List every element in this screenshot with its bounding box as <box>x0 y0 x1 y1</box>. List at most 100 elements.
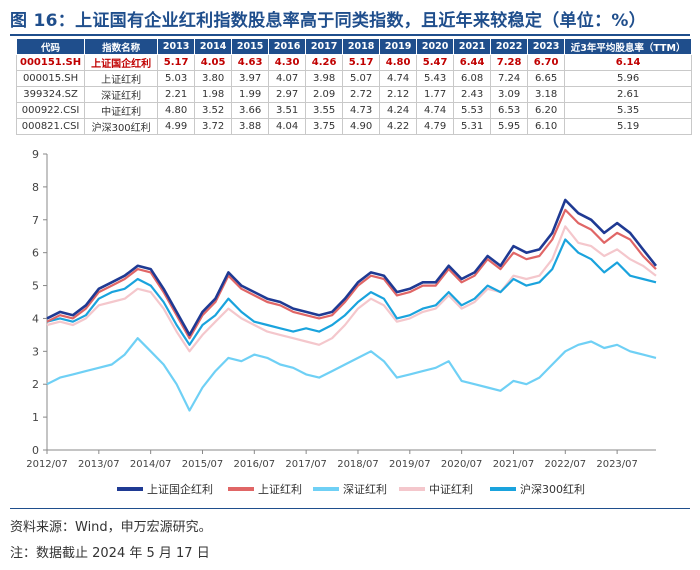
table-cell: 5.07 <box>342 70 381 87</box>
table-cell: 000015.SH <box>15 70 86 87</box>
table-cell: 3.97 <box>231 70 270 87</box>
table-cell: 5.03 <box>157 70 196 87</box>
legend-label: 上证红利 <box>258 483 302 496</box>
x-tick-label: 2017/07 <box>285 459 327 470</box>
table-header-cell: 2017 <box>305 38 344 55</box>
table-cell: 6.65 <box>527 70 566 87</box>
table-cell: 4.63 <box>231 54 270 71</box>
table-cell: 深证红利 <box>84 86 159 103</box>
legend-label: 沪深300红利 <box>520 482 585 496</box>
table-cell: 4.04 <box>268 118 307 135</box>
table-cell: 6.53 <box>490 102 529 119</box>
table-cell: 3.88 <box>231 118 270 135</box>
y-tick-label: 9 <box>32 148 39 161</box>
table-cell: 2.61 <box>564 86 693 103</box>
table-header-cell: 指数名称 <box>84 38 159 55</box>
table-cell: 4.74 <box>379 70 418 87</box>
series-line <box>46 208 657 340</box>
y-tick-label: 2 <box>32 378 39 391</box>
table-cell: 5.43 <box>416 70 455 87</box>
table-header-cell: 2014 <box>194 38 233 55</box>
y-tick-label: 5 <box>32 280 39 293</box>
table-cell: 2.12 <box>379 86 418 103</box>
table-cell: 4.90 <box>342 118 381 135</box>
table-row: 000015.SH 上证红利 5.03 3.80 3.97 4.07 3.98 5.07 4.7… <box>15 70 693 87</box>
y-tick-label: 8 <box>32 181 39 194</box>
line-chart: 0 1 2 3 4 5 6 7 8 9 2012/07 2013/07 2014/07 2015/07 20… <box>0 142 700 508</box>
table-cell: 3.51 <box>268 102 307 119</box>
table-cell: 3.80 <box>194 70 233 87</box>
table-cell: 4.05 <box>194 54 233 71</box>
x-tick-label: 2015/07 <box>182 459 224 470</box>
legend-label: 中证红利 <box>429 483 473 496</box>
table-cell: 3.75 <box>305 118 344 135</box>
x-tick-label: 2012/07 <box>26 459 68 470</box>
table-row: 399324.SZ 深证红利 2.21 1.98 1.99 2.97 2.09 2.72 2.1… <box>15 86 693 103</box>
table-header-cell: 2022 <box>490 38 529 55</box>
table-header-cell: 2018 <box>342 38 381 55</box>
x-tick-label: 2020/07 <box>441 459 483 470</box>
table-cell: 1.98 <box>194 86 233 103</box>
table-header-cell: 2020 <box>416 38 455 55</box>
table-cell: 3.98 <box>305 70 344 87</box>
table-cell: 4.24 <box>379 102 418 119</box>
table-cell: 000922.CSI <box>15 102 86 119</box>
table-cell: 5.17 <box>157 54 196 71</box>
table-cell: 4.80 <box>379 54 418 71</box>
y-tick-label: 6 <box>32 247 39 260</box>
table-header-cell: 2016 <box>268 38 307 55</box>
table-body: 000151.SH 上证国企红利 5.17 4.05 4.63 4.30 4.26 5.17 4… <box>15 54 693 135</box>
series-line <box>46 225 657 353</box>
table-cell: 6.08 <box>453 70 492 87</box>
table-cell: 7.28 <box>490 54 529 71</box>
table-cell: 5.31 <box>453 118 492 135</box>
table-cell: 4.80 <box>157 102 196 119</box>
x-tick-label: 2013/07 <box>78 459 120 470</box>
table-cell: 3.55 <box>305 102 344 119</box>
table-cell: 3.52 <box>194 102 233 119</box>
table-cell: 4.74 <box>416 102 455 119</box>
table-cell: 6.20 <box>527 102 566 119</box>
legend-label: 上证国企红利 <box>147 482 213 496</box>
table-cell: 3.09 <box>490 86 529 103</box>
table-cell: 5.96 <box>564 70 693 87</box>
table-header-cell: 2015 <box>231 38 270 55</box>
table-header-cell: 2013 <box>157 38 196 55</box>
x-tick-label: 2019/07 <box>389 459 431 470</box>
table-cell: 5.53 <box>453 102 492 119</box>
y-tick-label: 4 <box>32 312 39 325</box>
table-header-row: 代码 指数名称 2013 2014 2015 2016 2017 2018 2019 2020 20… <box>15 38 693 55</box>
table-cell: 7.24 <box>490 70 529 87</box>
x-tick-label: 2014/07 <box>130 459 172 470</box>
y-tick-label: 1 <box>32 411 39 424</box>
x-tick-label: 2021/07 <box>493 459 535 470</box>
table-cell: 5.47 <box>416 54 455 71</box>
table-cell: 3.18 <box>527 86 566 103</box>
table-cell: 2.21 <box>157 86 196 103</box>
table-cell: 2.43 <box>453 86 492 103</box>
table-cell: 000821.CSI <box>15 118 86 135</box>
title-rule <box>10 34 690 36</box>
y-tick-label: 3 <box>32 345 39 358</box>
table-row: 000821.CSI 沪深300红利 4.99 3.72 3.88 4.04 3.75 4.9… <box>15 118 693 135</box>
table-header-cell: 2021 <box>453 38 492 55</box>
table-cell: 1.77 <box>416 86 455 103</box>
table-cell: 3.66 <box>231 102 270 119</box>
series-line <box>46 198 658 337</box>
table-cell: 6.44 <box>453 54 492 71</box>
table-cell: 4.73 <box>342 102 381 119</box>
dividend-table: 代码 指数名称 2013 2014 2015 2016 2017 2018 2019 2020 20… <box>15 38 693 135</box>
y-tick-label: 7 <box>32 214 39 227</box>
table-cell: 6.70 <box>527 54 566 71</box>
table-cell: 399324.SZ <box>15 86 86 103</box>
x-tick-label: 2018/07 <box>337 459 379 470</box>
table-cell: 4.22 <box>379 118 418 135</box>
table-cell: 5.95 <box>490 118 529 135</box>
table-cell: 4.99 <box>157 118 196 135</box>
series-line <box>46 337 657 412</box>
table-cell: 5.19 <box>564 118 693 135</box>
table-header-cell: 代码 <box>15 38 86 55</box>
table-cell: 5.35 <box>564 102 693 119</box>
table-cell: 上证红利 <box>84 70 159 87</box>
table-cell: 1.99 <box>231 86 270 103</box>
